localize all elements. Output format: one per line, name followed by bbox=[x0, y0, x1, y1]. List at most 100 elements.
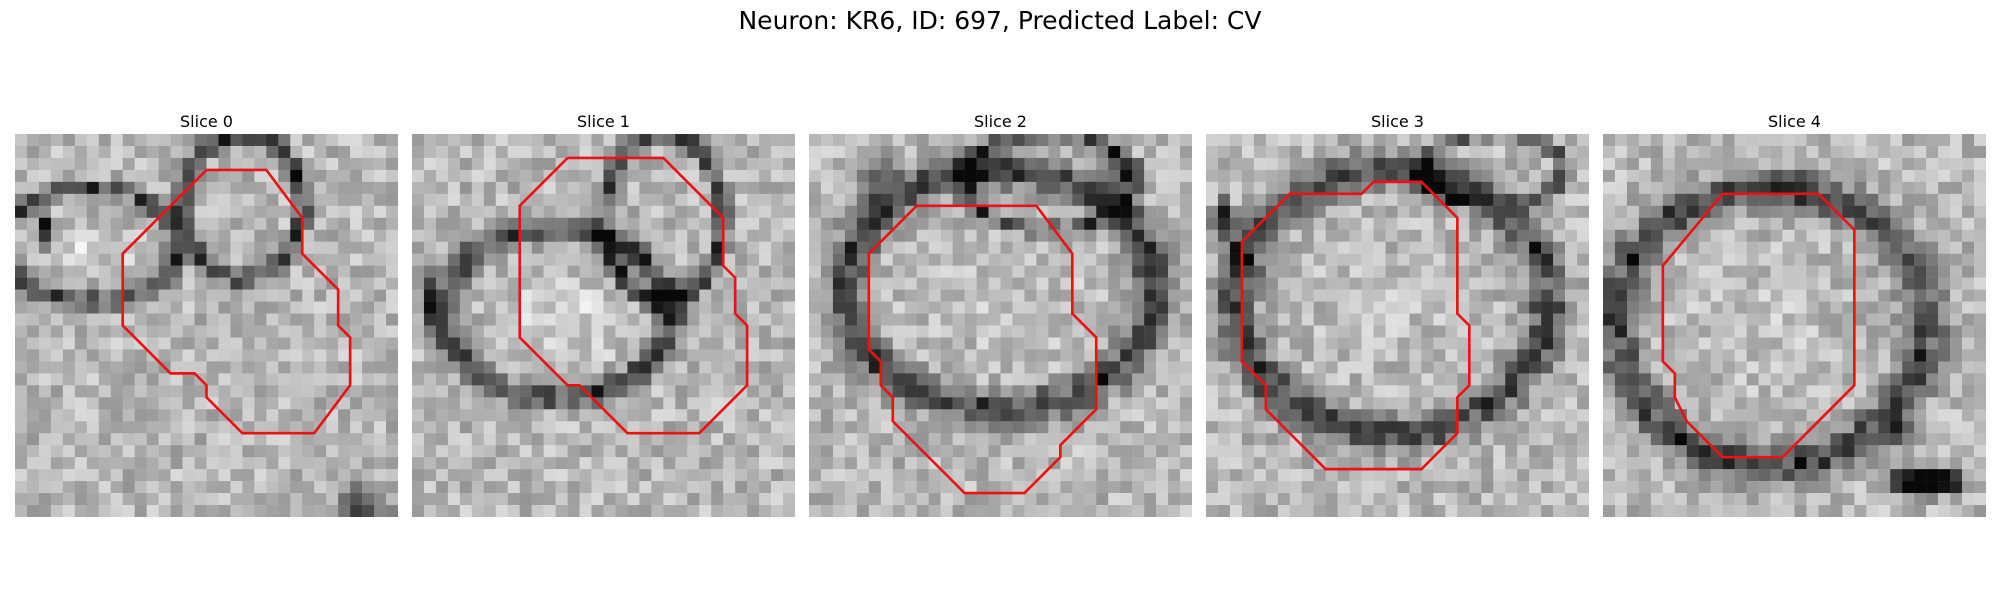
image-pixel bbox=[350, 469, 363, 482]
image-pixel bbox=[531, 205, 544, 219]
image-pixel bbox=[182, 337, 195, 350]
image-pixel bbox=[1505, 301, 1518, 314]
image-pixel bbox=[1974, 349, 1986, 362]
image-pixel bbox=[1060, 181, 1073, 195]
image-pixel bbox=[170, 349, 183, 362]
image-pixel bbox=[1373, 325, 1386, 338]
image-pixel bbox=[1433, 229, 1446, 242]
image-pixel bbox=[531, 169, 544, 183]
image-pixel bbox=[412, 289, 425, 302]
image-pixel bbox=[1000, 241, 1013, 254]
image-pixel bbox=[952, 433, 965, 446]
image-pixel bbox=[1012, 301, 1025, 314]
image-pixel bbox=[1337, 445, 1350, 458]
image-pixel bbox=[1385, 301, 1398, 314]
image-pixel bbox=[651, 325, 664, 338]
image-pixel bbox=[1553, 181, 1566, 195]
image-pixel bbox=[988, 457, 1001, 470]
image-pixel bbox=[771, 457, 784, 470]
image-pixel bbox=[1012, 313, 1025, 326]
image-pixel bbox=[591, 325, 604, 338]
image-pixel bbox=[1072, 289, 1085, 302]
image-pixel bbox=[1806, 373, 1819, 386]
image-pixel bbox=[1818, 445, 1831, 458]
image-pixel bbox=[1603, 157, 1616, 171]
image-pixel bbox=[182, 205, 195, 219]
image-pixel bbox=[1626, 289, 1640, 302]
image-pixel bbox=[1397, 397, 1410, 410]
image-pixel bbox=[1818, 301, 1831, 314]
image-pixel bbox=[1974, 193, 1986, 207]
image-pixel bbox=[110, 337, 123, 350]
image-pixel bbox=[627, 241, 640, 254]
image-pixel bbox=[1614, 373, 1628, 386]
image-pixel bbox=[1962, 337, 1975, 350]
image-pixel bbox=[1926, 241, 1939, 254]
image-pixel bbox=[771, 409, 784, 422]
image-pixel bbox=[471, 457, 485, 470]
image-pixel bbox=[1577, 265, 1589, 278]
image-pixel bbox=[1385, 181, 1398, 195]
image-pixel bbox=[1553, 157, 1566, 171]
image-pixel bbox=[447, 433, 461, 446]
image-pixel bbox=[50, 241, 64, 254]
image-pixel bbox=[988, 253, 1001, 266]
image-pixel bbox=[904, 337, 917, 350]
image-pixel bbox=[1553, 421, 1566, 434]
image-pixel bbox=[1469, 134, 1482, 147]
image-pixel bbox=[1517, 229, 1530, 242]
image-pixel bbox=[1144, 397, 1157, 410]
image-pixel bbox=[1301, 217, 1314, 230]
image-pixel bbox=[302, 433, 315, 446]
image-pixel bbox=[74, 433, 88, 446]
image-pixel bbox=[904, 469, 917, 482]
image-pixel bbox=[1674, 241, 1688, 254]
image-pixel bbox=[471, 193, 485, 207]
image-pixel bbox=[15, 481, 28, 494]
image-pixel bbox=[1493, 169, 1506, 183]
image-pixel bbox=[1662, 241, 1676, 254]
image-pixel bbox=[1626, 193, 1640, 207]
image-pixel bbox=[98, 229, 111, 242]
image-pixel bbox=[555, 385, 568, 398]
image-pixel bbox=[820, 505, 834, 517]
image-pixel bbox=[543, 253, 556, 266]
image-pixel bbox=[254, 325, 267, 338]
image-pixel bbox=[110, 145, 123, 159]
image-pixel bbox=[412, 134, 425, 147]
image-pixel bbox=[988, 181, 1001, 195]
image-pixel bbox=[603, 301, 616, 314]
image-pixel bbox=[1301, 373, 1314, 386]
image-pixel bbox=[1096, 277, 1109, 290]
image-pixel bbox=[1638, 337, 1652, 350]
image-pixel bbox=[1012, 493, 1025, 506]
image-pixel bbox=[1457, 229, 1470, 242]
image-pixel bbox=[1445, 265, 1458, 278]
image-pixel bbox=[567, 361, 580, 374]
image-pixel bbox=[1638, 241, 1652, 254]
image-pixel bbox=[194, 409, 207, 422]
image-pixel bbox=[1120, 337, 1133, 350]
image-pixel bbox=[412, 337, 425, 350]
image-pixel bbox=[62, 481, 76, 494]
image-pixel bbox=[1842, 181, 1855, 195]
image-pixel bbox=[1060, 349, 1073, 362]
image-pixel bbox=[1650, 349, 1664, 362]
image-pixel bbox=[1325, 241, 1338, 254]
image-pixel bbox=[86, 373, 100, 386]
image-pixel bbox=[1000, 445, 1013, 458]
image-pixel bbox=[110, 397, 123, 410]
image-pixel bbox=[1036, 445, 1049, 458]
image-pixel bbox=[1120, 193, 1133, 207]
image-pixel bbox=[1229, 385, 1243, 398]
image-pixel bbox=[1722, 457, 1735, 470]
image-pixel bbox=[158, 157, 171, 171]
image-pixel bbox=[338, 457, 351, 470]
image-pixel bbox=[1229, 253, 1243, 266]
image-pixel bbox=[74, 169, 88, 183]
image-pixel bbox=[1722, 241, 1735, 254]
image-pixel bbox=[447, 253, 461, 266]
image-pixel bbox=[1505, 445, 1518, 458]
image-pixel bbox=[856, 433, 870, 446]
image-pixel bbox=[699, 241, 712, 254]
